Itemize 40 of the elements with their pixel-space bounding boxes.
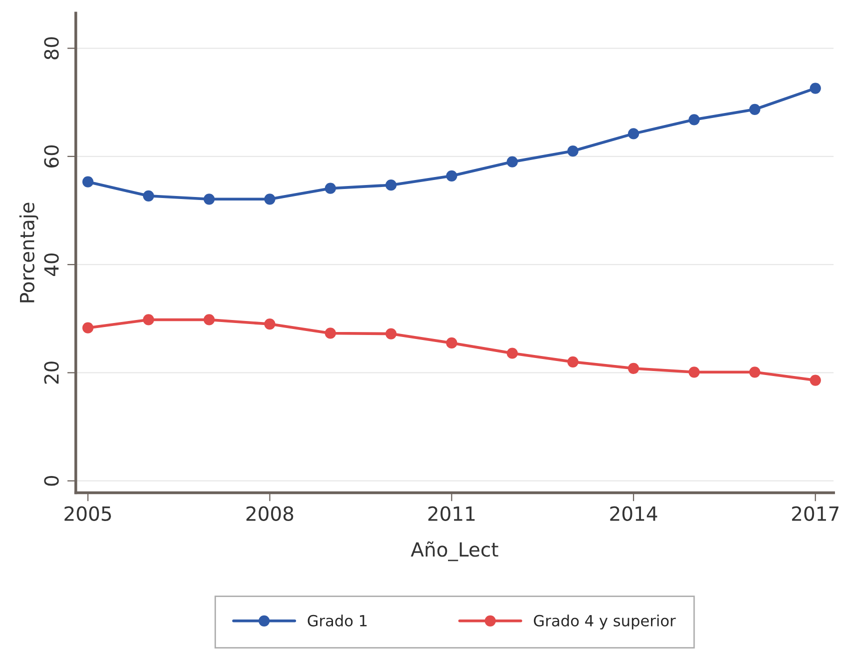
point	[264, 318, 276, 330]
point	[324, 182, 336, 194]
point	[688, 114, 700, 126]
point	[204, 194, 215, 205]
y-tick-label: 80	[44, 37, 59, 60]
point	[688, 366, 700, 378]
y-tick-label: 20	[44, 362, 59, 384]
point	[749, 104, 760, 115]
point	[446, 170, 458, 182]
x-tick-label: 2011	[428, 506, 475, 521]
point	[385, 328, 397, 340]
legend-label: Grado 4 y superior	[534, 614, 676, 630]
x-tick-label: 2014	[610, 506, 658, 521]
point	[567, 145, 578, 157]
point	[506, 348, 518, 359]
y-tick-label: 40	[44, 253, 59, 276]
point	[567, 356, 578, 368]
point	[204, 314, 215, 326]
point	[628, 362, 640, 374]
x-axis-title: Año_Lect	[410, 541, 498, 562]
x-tick-label: 2008	[246, 506, 294, 521]
y-tick-label: 60	[44, 145, 59, 168]
x-tick-label: 2017	[792, 506, 838, 521]
point	[810, 374, 821, 386]
point	[385, 180, 397, 191]
x-tick-label: 2005	[64, 506, 111, 521]
point	[82, 176, 94, 188]
point	[506, 156, 518, 168]
y-axis-title: Porcentaje	[19, 202, 38, 302]
point	[324, 328, 336, 339]
point	[810, 82, 821, 94]
point	[628, 128, 640, 140]
legend-label: Grado 1	[308, 614, 367, 626]
point	[82, 322, 94, 334]
y-tick-label: 0	[44, 476, 59, 486]
point	[749, 366, 760, 378]
point	[264, 194, 276, 205]
point	[142, 314, 154, 326]
point	[142, 190, 154, 202]
point	[446, 337, 458, 349]
